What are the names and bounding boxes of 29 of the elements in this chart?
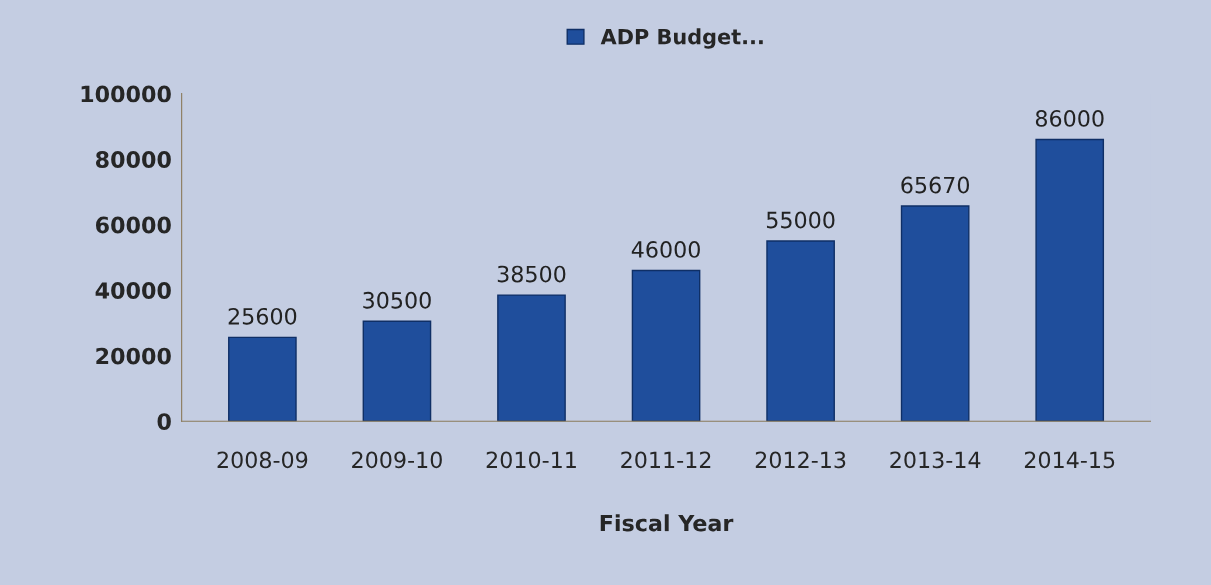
bar <box>497 294 566 422</box>
bar <box>362 320 432 422</box>
y-tick-label: 40000 <box>95 282 171 299</box>
y-tick-label: 60000 <box>96 216 171 234</box>
x-axis-title: Fiscal Year <box>600 514 734 532</box>
x-tick-label: 2009-10 <box>352 451 442 469</box>
data-label: 65670 <box>901 176 970 194</box>
x-tick-label: 2010-11 <box>486 451 576 469</box>
bar <box>900 205 970 422</box>
bar <box>228 336 297 422</box>
y-tick-label: 100000 <box>81 85 171 103</box>
data-label: 55000 <box>766 211 835 229</box>
bar <box>1035 138 1105 422</box>
x-tick-label: 2011-12 <box>621 451 711 469</box>
bar <box>631 269 701 422</box>
x-tick-label: 2012-13 <box>755 451 846 469</box>
data-label: 25600 <box>228 307 297 325</box>
y-tick-label: 0 <box>157 413 171 430</box>
data-label: 30500 <box>363 291 431 309</box>
x-tick-label: 2008-09 <box>217 451 308 469</box>
data-label: 46000 <box>631 241 700 258</box>
bar <box>766 240 835 422</box>
y-tick-label: 20000 <box>96 347 171 365</box>
data-label: 38500 <box>497 265 566 283</box>
x-tick-label: 2014-15 <box>1024 451 1115 469</box>
data-label: 86000 <box>1035 110 1104 127</box>
legend-label: ADP Budget... <box>600 28 763 49</box>
x-tick-label: 2013-14 <box>890 451 981 469</box>
y-tick-label: 80000 <box>95 151 171 168</box>
